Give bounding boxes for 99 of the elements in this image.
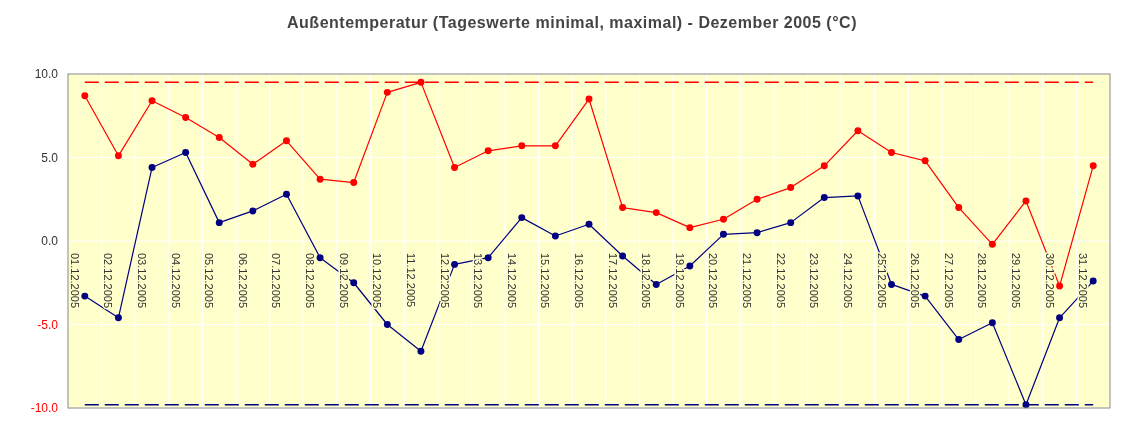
point xyxy=(451,260,459,268)
point xyxy=(753,229,761,237)
point xyxy=(955,204,963,212)
point xyxy=(551,232,559,240)
x-tick-label: 21.12.2005 xyxy=(741,253,754,309)
point xyxy=(787,219,795,227)
point xyxy=(652,280,660,288)
point xyxy=(283,190,290,198)
point xyxy=(81,292,89,300)
x-tick-label: 05.12.2005 xyxy=(203,253,216,309)
point xyxy=(383,88,391,96)
point xyxy=(417,78,425,86)
point xyxy=(719,215,727,223)
x-tick-label: 09.12.2005 xyxy=(337,253,350,309)
point xyxy=(484,147,492,155)
point xyxy=(249,207,257,215)
point xyxy=(820,162,828,170)
point xyxy=(888,280,895,288)
point xyxy=(1022,401,1030,409)
x-tick-label: 08.12.2005 xyxy=(304,253,317,309)
x-tick-label: 11.12.2005 xyxy=(404,253,417,308)
point xyxy=(921,157,929,165)
x-tick-label: 03.12.2005 xyxy=(136,253,149,309)
point xyxy=(114,152,122,160)
point xyxy=(484,254,492,262)
x-tick-label: 18.12.2005 xyxy=(640,253,653,309)
point xyxy=(148,97,156,105)
x-tick-label: 12.12.2005 xyxy=(438,253,451,309)
point xyxy=(350,179,358,187)
point xyxy=(182,113,190,121)
point xyxy=(81,92,89,100)
point xyxy=(686,262,694,270)
point xyxy=(182,149,190,156)
point xyxy=(350,279,358,287)
y-tick-label: 10.0 xyxy=(34,67,59,82)
x-tick-label: 28.12.2005 xyxy=(976,253,989,309)
point xyxy=(988,319,996,327)
point xyxy=(1056,314,1064,322)
point xyxy=(854,192,862,200)
point xyxy=(114,314,122,322)
x-tick-label: 20.12.2005 xyxy=(707,253,720,309)
point xyxy=(518,142,526,150)
x-tick-label: 15.12.2005 xyxy=(539,253,552,309)
point xyxy=(585,95,593,103)
y-tick-label: -5.0 xyxy=(37,317,59,332)
point xyxy=(215,219,223,227)
point xyxy=(451,164,459,171)
y-tick-label: -10.0 xyxy=(30,401,59,416)
x-tick-label: 26.12.2005 xyxy=(909,253,922,309)
point xyxy=(316,175,324,183)
x-tick-label: 02.12.2005 xyxy=(102,253,115,309)
x-tick-label: 24.12.2005 xyxy=(841,253,854,309)
point xyxy=(1089,162,1097,170)
x-tick-label: 22.12.2005 xyxy=(774,253,787,309)
point xyxy=(283,137,290,145)
x-tick-label: 27.12.2005 xyxy=(942,253,955,309)
point xyxy=(619,252,627,260)
point xyxy=(988,240,996,248)
x-tick-label: 29.12.2005 xyxy=(1009,253,1022,309)
x-tick-label: 25.12.2005 xyxy=(875,253,888,309)
point xyxy=(1022,197,1030,205)
point xyxy=(753,195,761,203)
x-tick-label: 13.12.2005 xyxy=(472,253,485,309)
y-tick-label: 0.0 xyxy=(41,234,59,249)
point xyxy=(585,220,593,228)
point xyxy=(249,160,257,168)
point xyxy=(1056,282,1064,290)
x-tick-label: 23.12.2005 xyxy=(808,253,821,309)
point xyxy=(148,164,156,171)
point xyxy=(719,230,727,238)
x-tick-label: 19.12.2005 xyxy=(673,253,686,309)
point xyxy=(955,336,963,343)
point xyxy=(921,292,929,300)
point xyxy=(820,194,828,202)
point xyxy=(686,224,694,232)
x-tick-label: 04.12.2005 xyxy=(169,253,182,309)
x-tick-label: 31.12.2005 xyxy=(1077,253,1090,309)
point xyxy=(316,254,324,262)
x-tick-label: 14.12.2005 xyxy=(505,253,518,309)
point xyxy=(854,127,862,135)
x-tick-label: 17.12.2005 xyxy=(606,253,619,309)
point xyxy=(417,347,425,355)
point xyxy=(652,209,660,217)
x-tick-label: 16.12.2005 xyxy=(573,253,585,309)
point xyxy=(383,321,391,328)
x-tick-label: 01.12.2005 xyxy=(68,253,81,309)
x-tick-label: 07.12.2005 xyxy=(270,253,283,309)
point xyxy=(888,149,895,156)
point xyxy=(787,184,795,192)
x-tick-label: 06.12.2005 xyxy=(236,253,249,309)
point xyxy=(619,204,627,212)
point xyxy=(215,133,223,141)
x-tick-label: 10.12.2005 xyxy=(371,253,384,309)
x-tick-label: 30.12.2005 xyxy=(1043,253,1056,309)
point xyxy=(551,142,559,150)
y-tick-label: 5.0 xyxy=(41,150,59,165)
chart-title: Außentemperatur (Tageswerte minimal, maximal) - Dezember 2005 (°C) xyxy=(287,14,857,31)
point xyxy=(1089,277,1097,285)
point xyxy=(518,214,526,222)
